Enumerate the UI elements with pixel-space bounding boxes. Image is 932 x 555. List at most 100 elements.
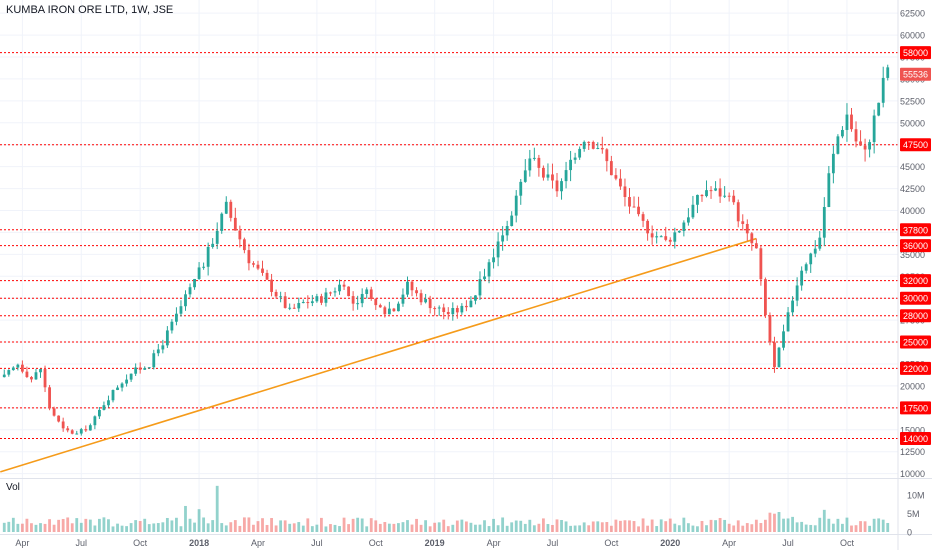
candle-body bbox=[768, 315, 772, 343]
volume-tick-label: 0 bbox=[907, 528, 912, 538]
volume-tick-label: 5M bbox=[907, 509, 920, 519]
level-label-22000: 22000 bbox=[903, 364, 928, 374]
candle-body bbox=[116, 387, 119, 391]
candle-body bbox=[546, 174, 550, 178]
volume-bar bbox=[759, 523, 763, 532]
candle-body bbox=[252, 263, 255, 265]
volume-bar bbox=[478, 524, 482, 532]
volume-bar bbox=[116, 523, 119, 532]
candle-body bbox=[120, 383, 124, 388]
candle-body bbox=[270, 279, 273, 292]
candle-body bbox=[831, 153, 835, 174]
candle-body bbox=[152, 353, 156, 368]
time-axis[interactable]: Apr Jul Oct 2018 Apr Jul Oct 2019 Apr Jul Oct 2020 A… bbox=[15, 538, 854, 548]
volume-bar bbox=[881, 519, 885, 532]
volume-bar bbox=[859, 521, 862, 532]
volume-bar bbox=[677, 525, 681, 532]
volume-bar bbox=[682, 517, 686, 532]
candle-body bbox=[129, 373, 133, 380]
time-tick-label: 2018 bbox=[189, 538, 209, 548]
candle-body bbox=[11, 367, 15, 371]
candle-body bbox=[464, 305, 468, 308]
volume-bar bbox=[804, 524, 808, 532]
volume-bar bbox=[505, 525, 509, 532]
candle-body bbox=[61, 421, 65, 429]
volume-bar bbox=[415, 518, 418, 532]
volume-bar bbox=[854, 525, 858, 532]
level-badge-14000 bbox=[900, 432, 931, 446]
level-badge-28000 bbox=[900, 309, 931, 323]
candle-body bbox=[301, 302, 305, 304]
candle-body bbox=[360, 293, 364, 304]
candle-body bbox=[886, 67, 890, 78]
volume-bar bbox=[252, 524, 255, 532]
candle-body bbox=[220, 213, 224, 231]
candle-body bbox=[881, 77, 885, 103]
price-tick-label: 12500 bbox=[900, 447, 925, 457]
candle-body bbox=[147, 367, 151, 369]
volume-bar bbox=[650, 519, 654, 532]
volume-bar bbox=[179, 526, 183, 532]
volume-bar bbox=[845, 517, 849, 532]
candle-body bbox=[573, 157, 577, 160]
time-tick-label: Apr bbox=[15, 538, 29, 548]
candle-body bbox=[795, 285, 799, 301]
candle-body bbox=[261, 268, 264, 273]
candle-body bbox=[791, 300, 794, 313]
candle-body bbox=[804, 264, 808, 271]
level-label-25000: 25000 bbox=[903, 338, 928, 348]
volume-bar bbox=[34, 524, 38, 532]
candle-body bbox=[628, 197, 631, 207]
volume-bar bbox=[270, 518, 273, 532]
volume-bar bbox=[619, 520, 622, 532]
candle-body bbox=[564, 170, 568, 182]
candle-body bbox=[215, 230, 219, 244]
volume-bar bbox=[397, 523, 400, 532]
candle-body bbox=[614, 175, 618, 179]
candle-body bbox=[184, 294, 187, 307]
candle-body bbox=[555, 180, 559, 192]
candle-body bbox=[7, 370, 11, 375]
time-tick-label: Jul bbox=[547, 538, 559, 548]
candle-body bbox=[347, 286, 350, 297]
candle-body bbox=[863, 145, 867, 150]
volume-bar bbox=[61, 518, 65, 532]
level-badge-25000 bbox=[900, 335, 931, 349]
volume-bar bbox=[523, 523, 527, 532]
volume-bar bbox=[16, 523, 20, 532]
time-tick-label: Apr bbox=[722, 538, 736, 548]
candle-body bbox=[827, 173, 831, 208]
candle-body bbox=[229, 201, 233, 218]
volume-bar bbox=[107, 519, 110, 532]
candle-body bbox=[374, 298, 378, 306]
volume-bar bbox=[7, 521, 11, 532]
volume-bar bbox=[288, 523, 292, 532]
volume-bar bbox=[768, 512, 772, 532]
candle-body bbox=[492, 257, 495, 263]
time-tick-label: Oct bbox=[840, 538, 855, 548]
volume-bar bbox=[691, 525, 695, 532]
candle-body bbox=[505, 226, 509, 236]
candle-body bbox=[297, 303, 301, 309]
candle-body bbox=[605, 149, 609, 162]
price-tick-label: 45000 bbox=[900, 162, 925, 172]
price-tick-label: 52500 bbox=[900, 96, 925, 106]
volume-bar bbox=[175, 517, 178, 532]
candle-body bbox=[469, 300, 473, 308]
candle-body bbox=[138, 367, 142, 370]
candle-body bbox=[274, 291, 278, 297]
candle-body bbox=[329, 292, 332, 294]
volume-bar bbox=[292, 523, 296, 532]
candle-body bbox=[496, 241, 500, 258]
volume-bar bbox=[836, 518, 840, 532]
price-tick-label: 15000 bbox=[900, 425, 925, 435]
candle-body bbox=[324, 292, 328, 303]
candle-body bbox=[378, 305, 382, 308]
candle-body bbox=[102, 405, 106, 410]
level-labels: 58000 47500 37800 36000 32000 30000 28000 25000… bbox=[900, 46, 931, 446]
candle-body bbox=[2, 374, 6, 378]
level-label-14000: 14000 bbox=[903, 434, 928, 444]
volume-bar bbox=[455, 520, 459, 532]
